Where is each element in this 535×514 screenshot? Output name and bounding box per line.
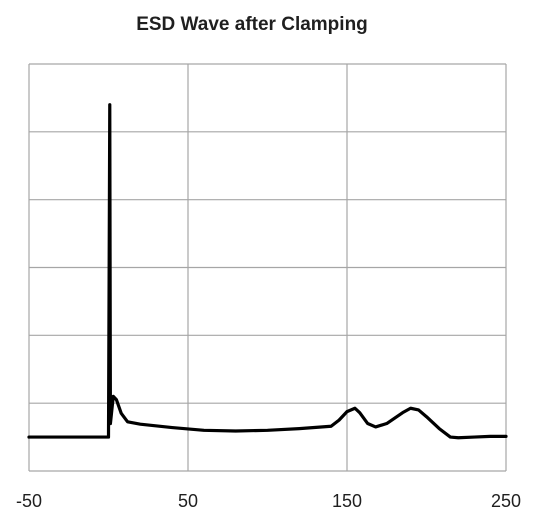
x-tick-label: -50 (16, 491, 42, 511)
x-tick-label: 150 (332, 491, 362, 511)
chart-title: ESD Wave after Clamping (136, 14, 368, 35)
x-tick-label: 250 (491, 491, 521, 511)
series-line-0 (27, 103, 508, 440)
series-layer (27, 103, 508, 440)
x-tick-labels: -50 50 150 250 (16, 491, 521, 511)
x-tick-label: 50 (178, 491, 198, 511)
grid-layer (28, 63, 507, 472)
